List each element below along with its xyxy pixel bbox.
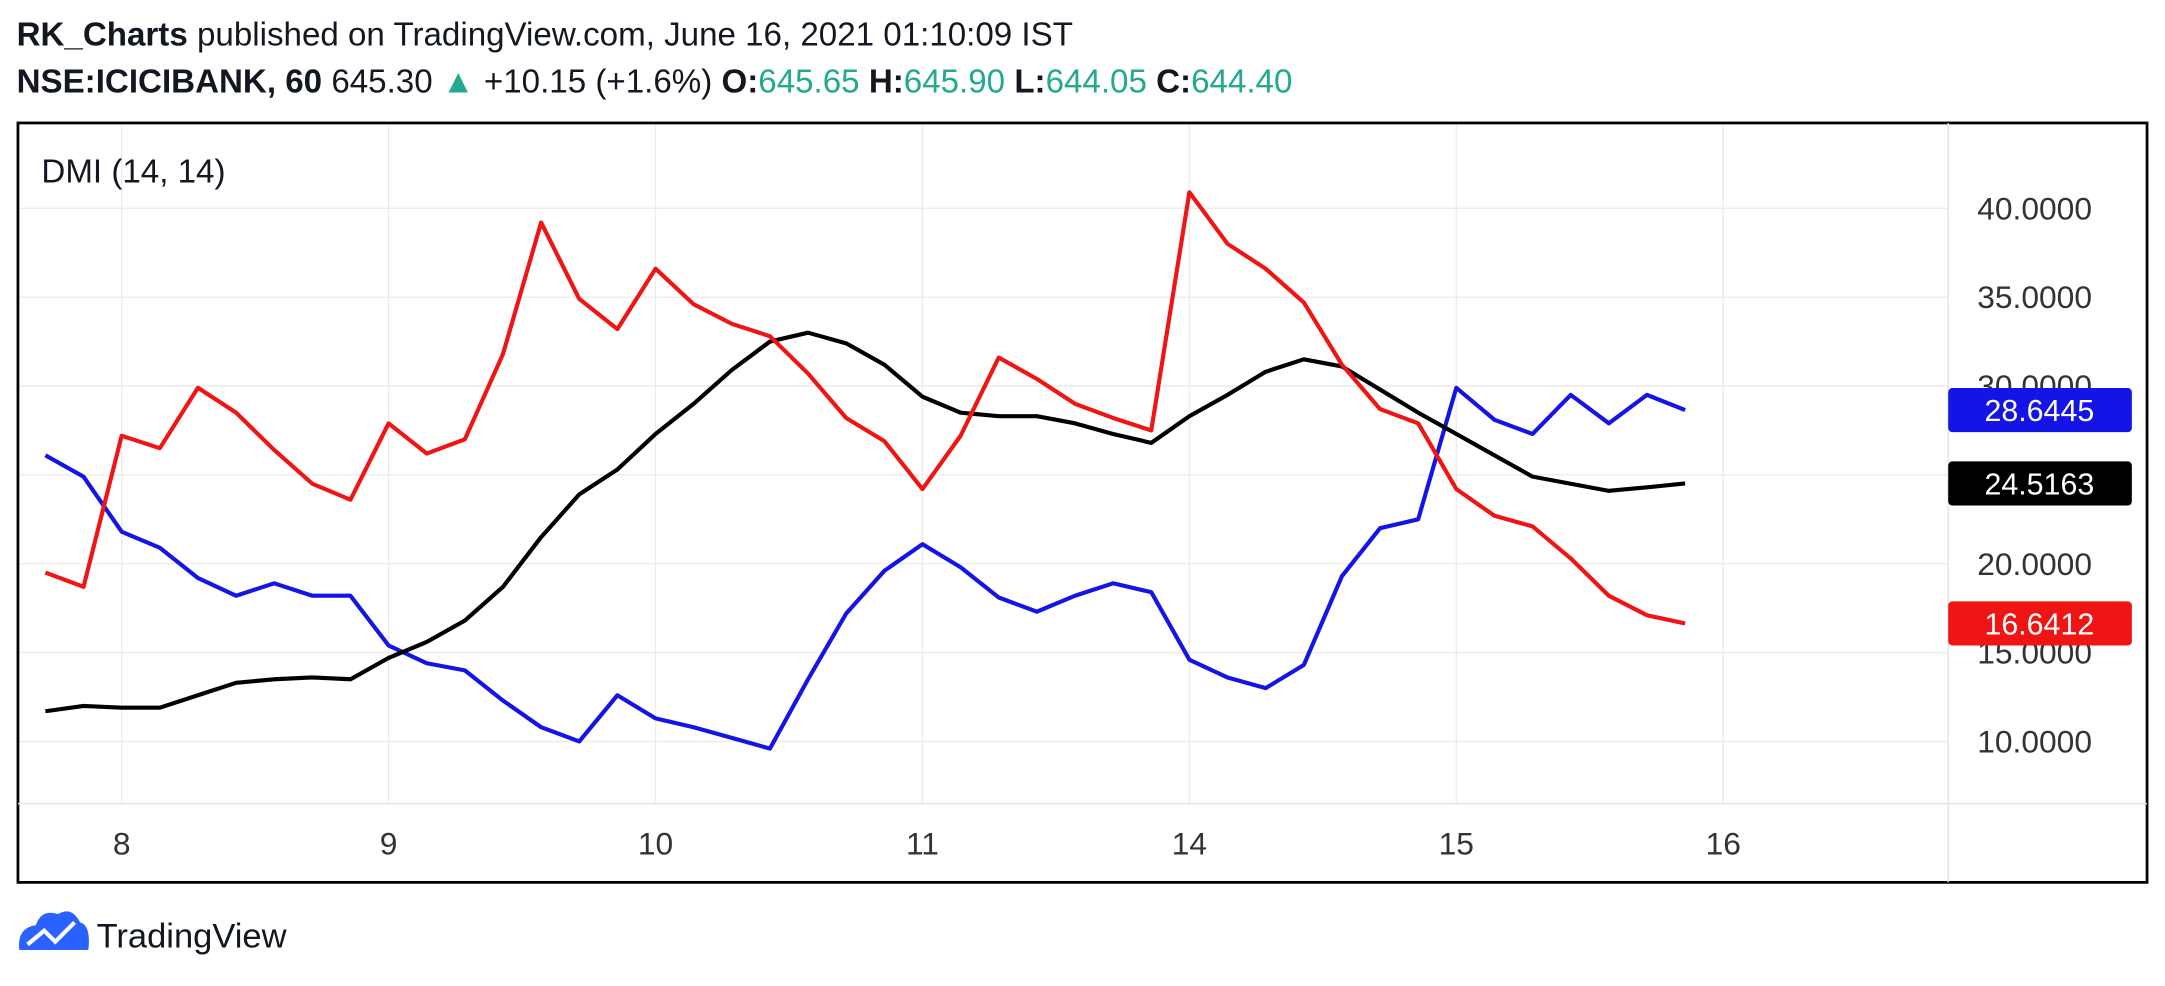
x-tick-label: 8 — [113, 826, 131, 862]
last-value-box — [1948, 388, 2132, 433]
header-line-1: RK_Charts published on TradingView.com, … — [17, 17, 1073, 54]
symbol: NSE:ICICIBANK, 60 — [17, 64, 323, 101]
ohlc-label: C: — [1156, 64, 1191, 101]
last-value-label: 16.6412 — [1984, 608, 2094, 641]
ohlc-label: L: — [1014, 64, 1045, 101]
x-tick-label: 11 — [906, 826, 939, 862]
y-tick-label: 35.0000 — [1977, 279, 2092, 315]
last-value-label: 28.6445 — [1984, 395, 2094, 428]
ohlc-value: 644.05 — [1046, 64, 1147, 101]
ohlc-label: H: — [869, 64, 904, 101]
last-value-label: 24.5163 — [1984, 469, 2094, 502]
change: +10.15 (+1.6%) — [484, 64, 712, 101]
last-value-box — [1948, 461, 2132, 506]
dmi-line — [44, 190, 1686, 626]
ohlc-value: 644.40 — [1191, 64, 1292, 101]
x-tick-label: 14 — [1172, 826, 1207, 862]
y-tick-label: 10.0000 — [1977, 724, 2092, 760]
y-tick-label: 20.0000 — [1977, 546, 2092, 582]
dmi-line — [45, 330, 1686, 714]
dmi-line — [44, 385, 1686, 751]
published: published on TradingView.com, June 16, 2… — [197, 17, 1073, 54]
x-tick-label: 15 — [1439, 826, 1474, 862]
chart-frame — [16, 121, 2149, 884]
y-tick-label: 40.0000 — [1977, 190, 2092, 226]
ohlc-value: 645.90 — [904, 64, 1005, 101]
header-line-2: NSE:ICICIBANK, 60 645.30 ▲ +10.15 (+1.6%… — [17, 64, 1293, 101]
last-value-box — [1948, 601, 2132, 646]
publisher: RK_Charts — [17, 17, 188, 54]
x-tick-label: 16 — [1706, 826, 1741, 862]
x-tick-label: 9 — [380, 826, 398, 862]
logo-line — [26, 920, 77, 947]
x-tick-label: 10 — [638, 826, 673, 862]
logo-text: TradingView — [97, 917, 287, 955]
ohlc-value: 645.65 — [758, 64, 859, 101]
arrow: ▲ — [442, 64, 475, 101]
logo-cloud — [18, 911, 89, 951]
price: 645.30 — [331, 64, 432, 101]
plot-area: 10.000015.000020.000025.000030.000035.00… — [17, 122, 2092, 862]
ohlc-label: O: — [721, 64, 758, 101]
logo: TradingView — [18, 911, 287, 955]
indicator-title: DMI (14, 14) — [41, 153, 225, 190]
